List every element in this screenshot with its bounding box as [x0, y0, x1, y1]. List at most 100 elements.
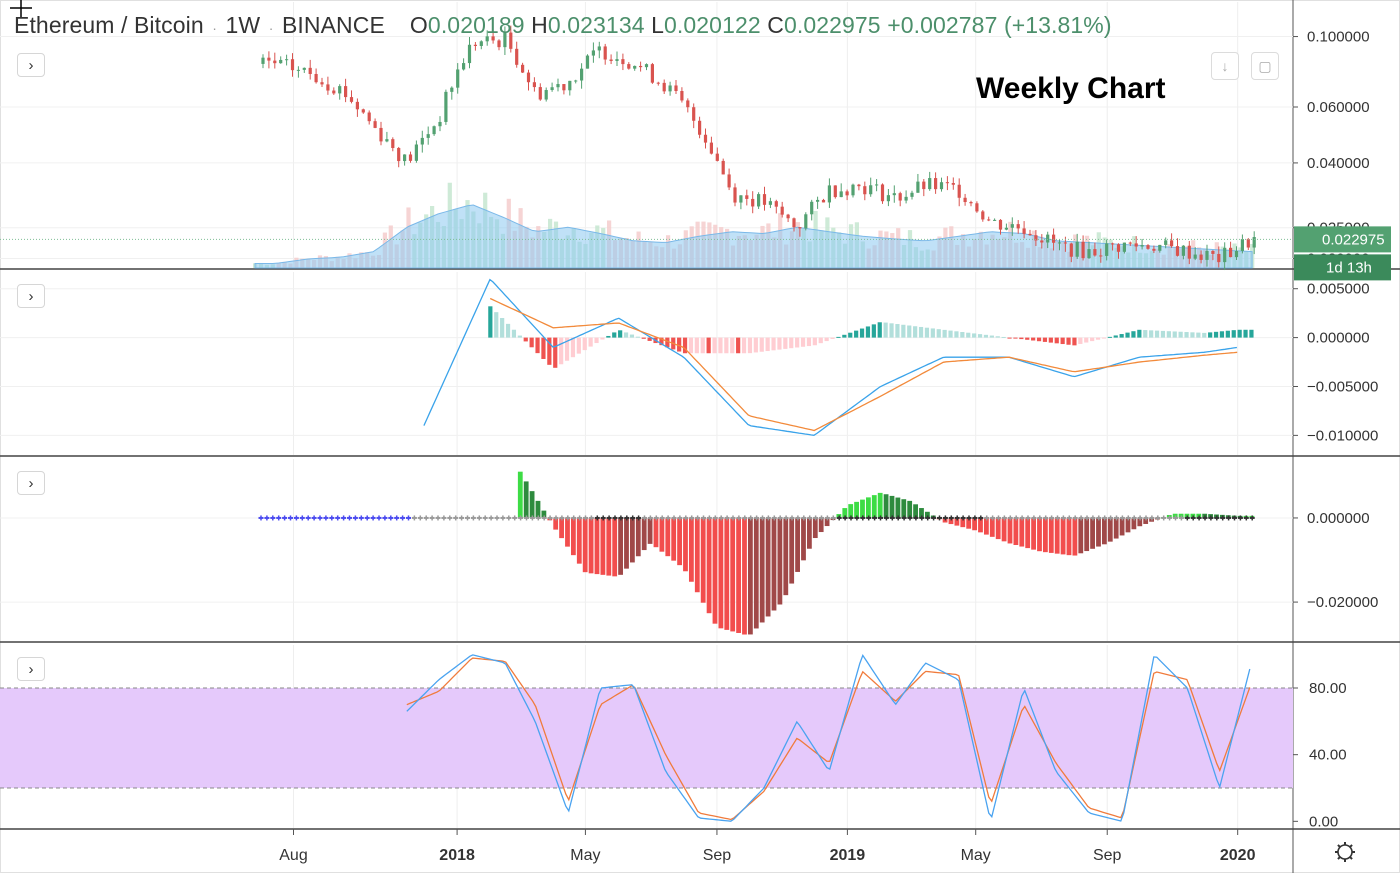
squeeze-bar	[948, 517, 954, 525]
time-axis-label: 2019	[830, 847, 866, 864]
macd-histogram-bar	[1243, 329, 1248, 338]
macd-histogram-bar	[741, 337, 747, 354]
macd-histogram-bar	[1172, 331, 1177, 338]
time-axis-label: May	[570, 847, 600, 864]
interval-label[interactable]: 1W	[225, 12, 261, 38]
candle-body	[1016, 224, 1020, 229]
candle-body	[686, 100, 690, 108]
macd-histogram-bar	[594, 337, 599, 344]
fullscreen-icon[interactable]: ▢	[1251, 52, 1279, 80]
high-label: H	[531, 12, 548, 38]
macd-histogram-bar	[1213, 331, 1219, 338]
candle-body	[1181, 245, 1185, 256]
candle-body	[922, 181, 926, 190]
squeeze-bar	[688, 517, 694, 582]
candle-body	[338, 86, 342, 94]
candle-body	[349, 97, 354, 102]
macd-histogram-bar	[747, 337, 753, 354]
candle-body	[1040, 240, 1044, 243]
squeeze-bar	[641, 517, 647, 551]
macd-histogram-bar	[588, 337, 593, 347]
candle-body	[432, 126, 436, 135]
macd-histogram-bar	[706, 337, 711, 354]
candle-body	[373, 121, 377, 128]
candle-body	[532, 82, 536, 88]
candle-body	[385, 139, 389, 142]
gear-icon[interactable]	[1335, 842, 1355, 862]
download-icon[interactable]: ↓	[1211, 52, 1239, 80]
candle-body	[1234, 250, 1239, 258]
macd-histogram-bar	[960, 332, 965, 338]
macd-histogram-bar	[977, 334, 983, 338]
squeeze-bar	[765, 517, 771, 617]
macd-histogram-bar	[818, 337, 823, 344]
candle-body	[928, 178, 932, 190]
macd-histogram-bar	[541, 337, 546, 359]
candle-body	[739, 195, 743, 203]
candle-body	[273, 60, 277, 64]
squeeze-bar	[559, 517, 564, 539]
macd-histogram-bar	[1143, 330, 1148, 338]
candle-body	[987, 219, 991, 221]
squeeze-bar	[960, 517, 966, 528]
candle-body	[585, 55, 590, 69]
candle-body	[1211, 250, 1215, 254]
macd-histogram-bar	[1160, 330, 1166, 338]
squeeze-bar	[529, 491, 535, 518]
squeeze-bar	[1125, 517, 1131, 533]
squeeze-bar	[806, 517, 812, 549]
macd-histogram-bar	[665, 337, 670, 348]
squeeze-bar	[565, 517, 570, 547]
macd-histogram-bar	[783, 337, 788, 349]
macd-histogram-bar	[918, 326, 924, 338]
price-axis-label: 0.040000	[1307, 155, 1370, 172]
squeeze-bar	[871, 495, 877, 518]
macd-histogram-bar	[576, 337, 581, 354]
candle-body	[314, 73, 318, 83]
expand-squeeze-pane-button[interactable]: ›	[17, 471, 45, 495]
squeeze-bar	[801, 517, 806, 561]
candle-body	[1217, 253, 1221, 263]
squeeze-bar	[671, 517, 677, 561]
stoch-axis-label: 80.00	[1309, 680, 1347, 697]
signal-line	[489, 297, 1238, 432]
macd-histogram-bar	[859, 328, 865, 338]
time-axis-label: Sep	[1093, 847, 1122, 864]
macd-histogram-bar	[582, 337, 587, 351]
candle-body	[674, 85, 678, 92]
macd-histogram-bar	[606, 335, 611, 338]
squeeze-bar	[1060, 517, 1066, 555]
macd-histogram-bar	[682, 337, 688, 354]
candle-body	[1075, 241, 1079, 257]
candle-body	[934, 178, 938, 190]
macd-histogram-bar	[1001, 336, 1006, 338]
candle-body	[497, 40, 501, 48]
macd-histogram-bar	[1190, 332, 1195, 338]
candle-body	[774, 201, 778, 207]
squeeze-bar	[895, 497, 901, 518]
macd-histogram-bar	[570, 337, 576, 358]
macd-histogram-bar	[1101, 337, 1107, 339]
candle-body	[656, 82, 660, 84]
expand-macd-pane-button[interactable]: ›	[17, 284, 45, 308]
candle-body	[1205, 250, 1209, 260]
macd-histogram-bar	[848, 332, 853, 338]
squeeze-bar	[677, 517, 682, 566]
candle-body	[1099, 255, 1103, 257]
squeeze-bar	[736, 517, 741, 633]
candle-body	[1199, 254, 1203, 260]
expand-stoch-pane-button[interactable]: ›	[17, 657, 45, 681]
candle-body	[1193, 254, 1197, 259]
candle-body	[279, 59, 283, 64]
chevron-right-icon: ›	[28, 287, 34, 305]
candle-body	[1087, 249, 1091, 259]
squeeze-bar	[523, 481, 529, 518]
candle-body	[680, 91, 684, 101]
close-label: C	[767, 12, 784, 38]
expand-price-pane-button[interactable]: ›	[17, 53, 45, 77]
squeeze-bar	[1019, 517, 1025, 547]
macd-histogram-bar	[688, 337, 694, 354]
squeeze-bar	[1031, 517, 1036, 550]
symbol-name[interactable]: Ethereum / Bitcoin	[14, 12, 204, 38]
